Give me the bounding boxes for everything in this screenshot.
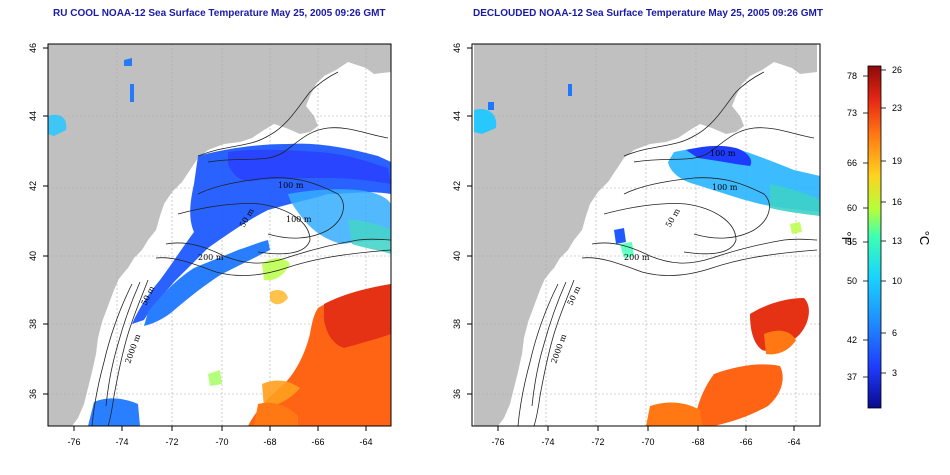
colorbar-c-tick: 3	[892, 368, 897, 378]
right-sst-warm	[646, 222, 809, 426]
left-contour-label-200m: 200 m	[198, 253, 224, 262]
colorbar-f-tick: 55	[847, 237, 857, 247]
right-lon-tick: -76	[491, 437, 504, 447]
left-contour-label-100m-b: 100 m	[286, 215, 312, 224]
colorbar-c-tick: 6	[892, 328, 897, 338]
colorbar-f-tick: 78	[847, 71, 857, 81]
right-map-ticks	[467, 47, 795, 431]
right-lon-tick: -64	[787, 437, 800, 447]
colorbar-f-tick: 66	[847, 158, 857, 168]
left-lon-tick: -66	[311, 437, 324, 447]
left-map-ticks	[43, 47, 367, 431]
colorbar-f-tick: 37	[847, 372, 857, 382]
colorbar-strip	[867, 65, 882, 409]
left-lat-tick: 36	[28, 389, 38, 399]
colorbar-c-tick: 19	[892, 156, 902, 166]
right-lat-tick: 40	[452, 251, 462, 261]
left-map-title: RU COOL NOAA-12 Sea Surface Temperature …	[53, 8, 386, 19]
right-map: 100 m 100 m 50 m 200 m 50 m 2000 m -76 -…	[452, 43, 821, 447]
colorbar-f-tick: 42	[847, 335, 857, 345]
right-contour-label-100m-a: 100 m	[710, 149, 736, 158]
right-lat-tick: 44	[452, 111, 462, 121]
right-lat-tick: 36	[452, 389, 462, 399]
colorbar-c-tick: 10	[892, 276, 902, 286]
right-lon-tick: -74	[541, 437, 554, 447]
right-map-title: DECLOUDED NOAA-12 Sea Surface Temperatur…	[473, 8, 823, 19]
left-lon-tick: -64	[359, 437, 372, 447]
colorbar-f-tick: 50	[847, 276, 857, 286]
left-lat-tick: 46	[28, 43, 38, 53]
right-lat-tick: 38	[452, 319, 462, 329]
left-map: 100 m 100 m 50 m 200 m 50 m 2000 m -76 -…	[28, 43, 392, 447]
colorbar-f-tick: 60	[847, 203, 857, 213]
right-lon-tick: -68	[691, 437, 704, 447]
right-lat-tick: 42	[452, 181, 462, 191]
right-lon-tick: -70	[641, 437, 654, 447]
left-lat-tick: 44	[28, 111, 38, 121]
left-lon-tick: -72	[165, 437, 178, 447]
left-lon-tick: -70	[215, 437, 228, 447]
left-lat-tick: 38	[28, 319, 38, 329]
right-contour-label-100m-b: 100 m	[712, 183, 738, 192]
right-lat-tick: 46	[452, 43, 462, 53]
left-contour-label-100m-a: 100 m	[278, 181, 304, 190]
right-lon-tick: -72	[591, 437, 604, 447]
left-lon-tick: -68	[263, 437, 276, 447]
right-lon-tick: -66	[739, 437, 752, 447]
colorbar-c-tick: 16	[892, 197, 902, 207]
left-sst-warm	[208, 258, 391, 426]
colorbar-f-tick: 73	[847, 108, 857, 118]
colorbar: 78 73 66 60 55 50 42 37 26 23 19 16 13 1…	[839, 65, 932, 409]
colorbar-c-tick: 26	[892, 65, 902, 75]
left-lat-tick: 40	[28, 251, 38, 261]
left-lon-tick: -76	[67, 437, 80, 447]
right-contour-label-200m: 200 m	[624, 253, 650, 262]
left-lat-tick: 42	[28, 181, 38, 191]
colorbar-unit-fahrenheit: °F	[839, 231, 854, 244]
colorbar-c-tick: 23	[892, 103, 902, 113]
left-lon-tick: -74	[115, 437, 128, 447]
colorbar-unit-celsius: °C	[917, 231, 932, 246]
colorbar-c-tick: 13	[892, 236, 902, 246]
right-sst-cool	[474, 84, 820, 258]
